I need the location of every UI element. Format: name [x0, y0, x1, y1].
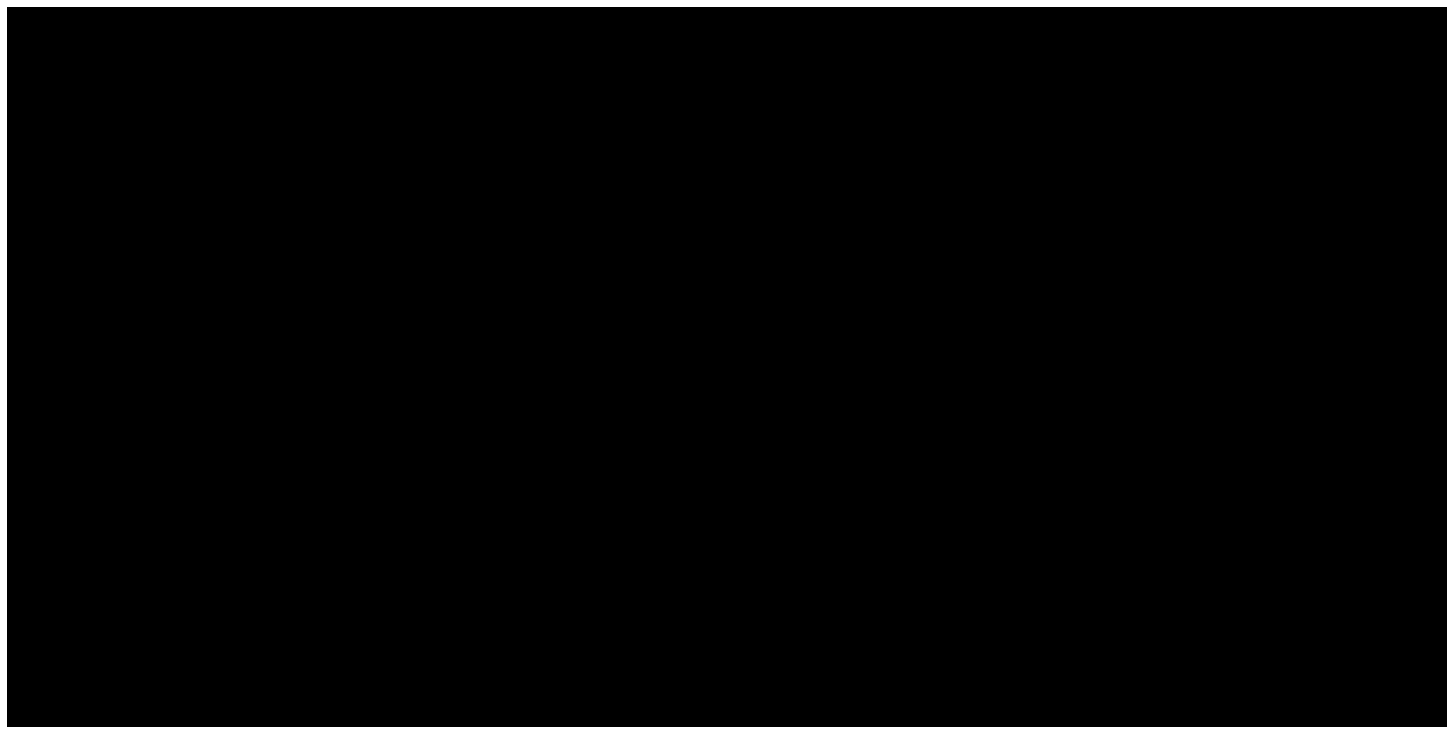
word-cloud-background — [7, 7, 1447, 727]
word-cloud — [7, 7, 1447, 727]
word-cloud-panel — [7, 7, 1447, 727]
